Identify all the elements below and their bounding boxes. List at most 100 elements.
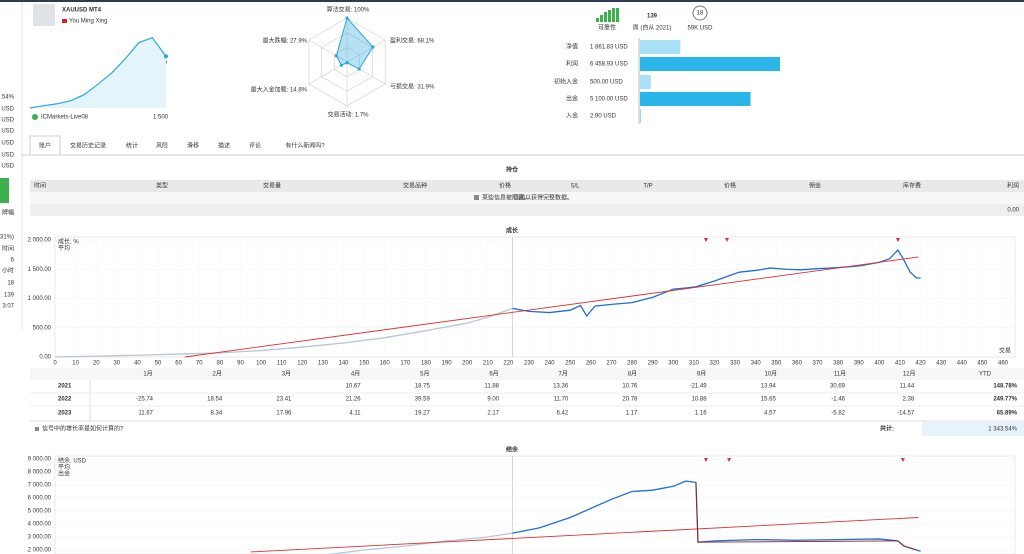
radar-label: 算法交易: 100% [327, 6, 370, 14]
x-tick-label: 460 [998, 361, 1009, 367]
month-label: 4月 [351, 371, 360, 378]
column-header: 利润 [1007, 182, 1019, 190]
x-tick-label: 310 [689, 361, 700, 367]
x-tick-label: 320 [709, 361, 720, 367]
column-header: 时间 [34, 182, 46, 190]
series-line [512, 248, 921, 318]
month-value: 11.70 [554, 397, 569, 403]
radar-spoke [346, 39, 386, 63]
month-value: 20.78 [622, 397, 638, 403]
side-fragment: USD [1, 118, 14, 124]
tab[interactable]: 有什么新闻吗? [285, 142, 325, 150]
x-tick-label: 60 [175, 361, 182, 367]
growth-line [29, 36, 167, 109]
side-fragment: USD [1, 164, 14, 170]
month-value: 2.17 [487, 411, 499, 417]
column-header: S/L [570, 184, 580, 190]
month-value: 10.88 [692, 397, 708, 403]
footer-link[interactable]: 信号中的增长率是如何计算的? [42, 425, 124, 433]
event-markers [704, 238, 905, 462]
month-value: 2.38 [903, 397, 915, 403]
x-tick-label: 180 [421, 361, 432, 367]
radar-point [334, 54, 338, 58]
y-tick-label: 3 000.00 [28, 535, 52, 541]
series-line [250, 517, 919, 553]
subscribers: 18 [697, 11, 704, 17]
radar-label: 交易活动: 1.7% [327, 111, 369, 119]
leverage: 1:500 [153, 115, 169, 121]
y-tick-label: 2 000.00 [28, 238, 52, 244]
x-tick-label: 80 [217, 361, 224, 367]
month-label: 5月 [420, 371, 429, 378]
y-tick-label: 2 000.00 [28, 548, 52, 554]
x-tick-label: 300 [668, 361, 679, 367]
x-tick-label: 450 [977, 361, 988, 367]
month-value: 10.76 [622, 384, 638, 390]
x-tick-label: 400 [874, 361, 885, 367]
month-label: 9月 [697, 371, 706, 378]
section-title: 结余 [506, 446, 519, 454]
legend-entry: 出金 [58, 470, 70, 478]
month-value: 1.16 [695, 411, 707, 417]
month-value: 15.65 [761, 397, 777, 403]
table-link[interactable]: 订阅以获得完整数据。 [513, 194, 573, 202]
column-header: 佣金 [809, 182, 821, 190]
series-line-faded [54, 307, 513, 358]
total-value: 1 343.54% [988, 427, 1017, 433]
x-tick-label: 40 [134, 361, 141, 367]
radar-point [371, 45, 375, 49]
tab[interactable]: 滑移 [187, 142, 199, 150]
reliability-label: 可靠性 [598, 24, 616, 32]
month-label: 10月 [764, 371, 777, 378]
month-label: 3月 [282, 371, 291, 378]
month-value: 39.59 [415, 397, 431, 403]
x-tick-label: 440 [957, 361, 968, 367]
month-label: 6月 [489, 371, 498, 378]
month-value: 249.77% [993, 397, 1017, 403]
month-value: 4.57 [764, 411, 776, 417]
table-header-bg [30, 180, 1024, 192]
column-header: 价格 [724, 182, 736, 190]
tab[interactable]: 账户 [39, 142, 51, 150]
x-tick-label: 380 [833, 361, 844, 367]
side-fragment: USD [1, 141, 14, 147]
month-value: 30.69 [830, 384, 846, 390]
series-line [695, 482, 917, 551]
side-fragment: 18 [7, 281, 14, 287]
help-icon [35, 427, 39, 431]
x-tick-label: 150 [359, 361, 370, 367]
month-label: 2月 [213, 371, 222, 378]
column-header: 价格 [499, 182, 511, 190]
year-label: 2021 [58, 384, 72, 390]
x-tick-label: 340 [751, 361, 762, 367]
total-bg [922, 422, 1024, 436]
radar-point [339, 63, 343, 67]
radar-point [345, 16, 349, 20]
tab[interactable]: 统计 [126, 142, 138, 150]
bar-value: 6 458.93 USD [590, 62, 628, 68]
x-tick-label: 420 [916, 361, 927, 367]
x-tick-label: 410 [895, 361, 906, 367]
tab[interactable]: 描述 [218, 142, 230, 150]
month-value: 17.96 [276, 411, 292, 417]
weeks: 139 [647, 14, 658, 20]
radar-label: 最大入金加载: 14.8% [251, 86, 308, 94]
month-label: 1月 [143, 371, 152, 378]
column-header: 库存费 [903, 182, 921, 190]
bar-value: 500.00 USD [590, 80, 623, 86]
month-value: -1.46 [831, 397, 845, 403]
x-tick-label: 270 [606, 361, 617, 367]
side-fragment: 6 [11, 258, 15, 264]
month-value: -5.82 [831, 411, 845, 417]
series-line [184, 256, 919, 358]
x-tick-label: 430 [936, 361, 947, 367]
radar-shape [335, 16, 374, 70]
tab[interactable]: 风险 [156, 142, 168, 150]
tab[interactable]: 评论 [249, 142, 261, 150]
month-value: 1.17 [626, 411, 638, 417]
month-label: 12月 [903, 371, 916, 378]
month-value: -21.49 [690, 384, 708, 390]
tab[interactable]: 交易历史记录 [70, 142, 106, 150]
x-tick-label: 50 [155, 361, 162, 367]
